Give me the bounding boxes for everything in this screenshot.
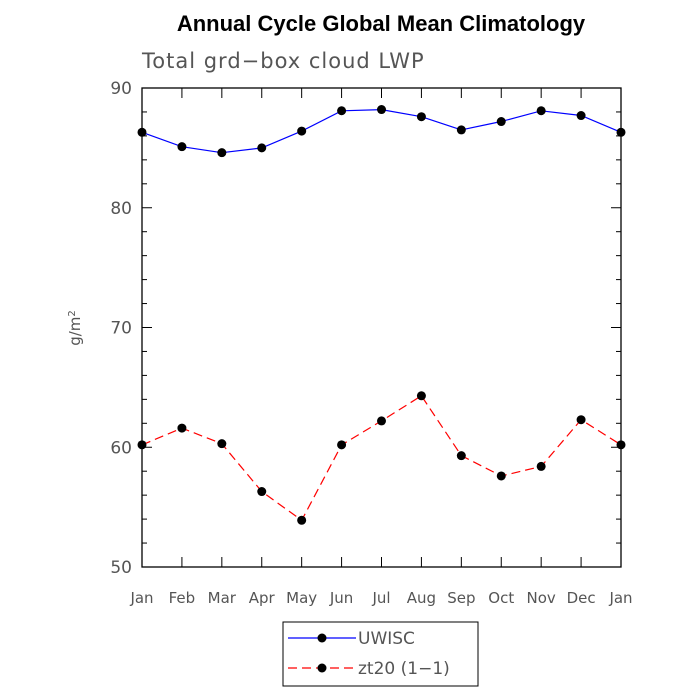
series-0-point	[377, 105, 386, 115]
series-0-point	[217, 148, 227, 158]
x-tick-labels: Jan Feb Mar Apr May Jun Jul Aug Sep Oct …	[129, 589, 632, 607]
series-1-point	[257, 487, 267, 497]
x-tick-label: Jan	[608, 589, 632, 607]
legend-marker-zt20	[317, 663, 327, 673]
series-0-point	[137, 127, 147, 137]
y-axis-label: g/m2	[66, 310, 84, 346]
y-tick-label: 50	[110, 558, 132, 578]
series-0-point	[337, 106, 347, 116]
series-0-point	[177, 142, 187, 152]
series-0-point	[576, 111, 586, 121]
series-1-point	[377, 416, 386, 426]
x-tick-label: Aug	[407, 589, 436, 607]
series-0-point	[257, 143, 267, 153]
series-1-point	[496, 471, 506, 481]
y-tick-label: 90	[110, 79, 132, 99]
series-0-point	[297, 126, 307, 136]
x-tick-label: Mar	[208, 589, 237, 607]
series-1-point	[337, 440, 347, 450]
series-line-1	[141, 394, 622, 522]
x-tick-label: Nov	[527, 589, 556, 607]
series-0-point	[496, 117, 506, 127]
series-0-point	[536, 106, 546, 116]
series-1-point	[456, 451, 466, 461]
legend-label-uwisc: UWISC	[358, 629, 415, 649]
chart-subtitle: Total grd−box cloud LWP	[141, 49, 425, 73]
series-1-point	[416, 391, 426, 401]
y-tick-labels: 50 60 70 80 90	[110, 79, 132, 578]
legend-marker-uwisc	[317, 633, 327, 643]
y-axis-label-exponent: 2	[67, 310, 78, 316]
series-1-point	[177, 423, 187, 433]
x-tick-label: Dec	[567, 589, 596, 607]
x-tick-label: Sep	[447, 589, 475, 607]
series-1-point	[217, 439, 227, 449]
legend: UWISC zt20 (1−1)	[282, 621, 479, 687]
x-tick-label: Feb	[169, 589, 196, 607]
x-tick-label: Jun	[329, 589, 353, 607]
series-1-point	[576, 415, 586, 425]
series-1-point	[297, 515, 307, 525]
series-0-point	[616, 127, 626, 137]
series-1-point	[536, 461, 546, 471]
x-tick-label: Jul	[371, 589, 390, 607]
series-1-point	[616, 440, 626, 450]
x-tick-label: May	[286, 589, 317, 607]
legend-box	[282, 621, 479, 687]
y-tick-label: 60	[110, 438, 132, 458]
y-tick-label: 70	[110, 319, 132, 339]
chart-title: Annual Cycle Global Mean Climatology	[177, 11, 586, 36]
x-tick-label: Apr	[249, 589, 276, 607]
legend-label-zt20: zt20 (1−1)	[358, 659, 450, 679]
series-0-point	[456, 125, 466, 135]
series-layer	[137, 105, 626, 525]
plot-frame	[141, 87, 622, 568]
x-tick-label: Jan	[129, 589, 153, 607]
series-0-point	[416, 112, 426, 122]
series-line-0	[141, 108, 622, 154]
minor-ticks	[142, 111, 621, 544]
series-1-point	[137, 440, 147, 450]
y-tick-label: 80	[110, 199, 132, 219]
major-ticks	[141, 87, 622, 568]
x-tick-label: Oct	[488, 589, 514, 607]
y-axis-label-base: g/m	[66, 317, 84, 346]
